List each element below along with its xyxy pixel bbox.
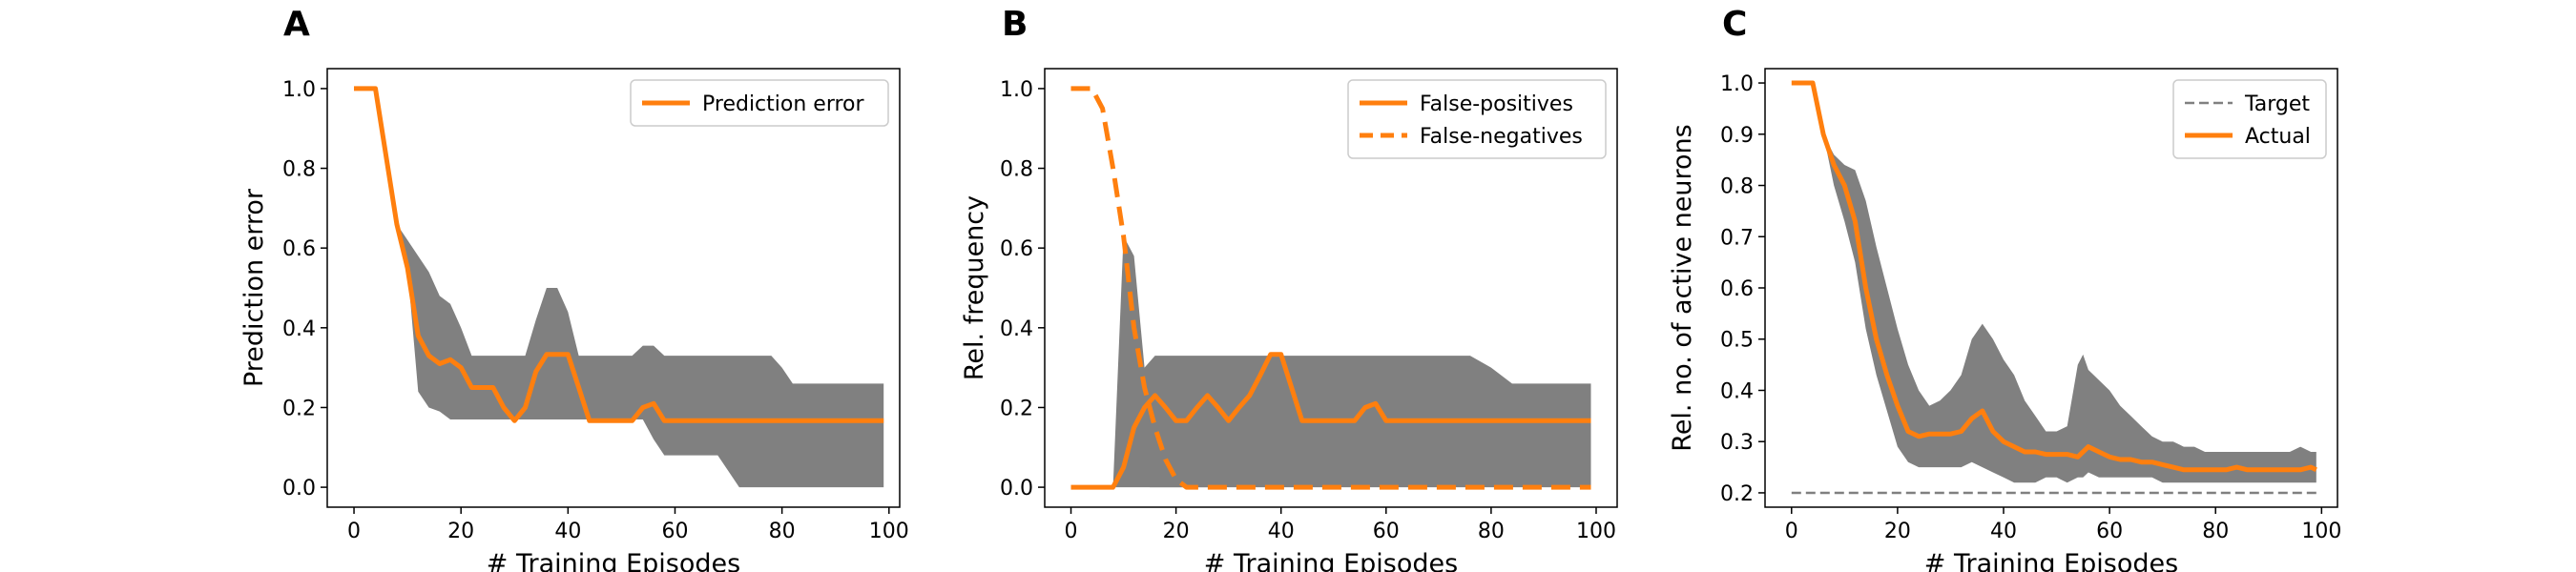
y-tick-label: 0.2 — [282, 397, 316, 420]
y-tick-label: 0.8 — [1000, 158, 1033, 182]
y-axis-label: Rel. frequency — [960, 195, 989, 380]
legend-box — [630, 79, 889, 127]
y-tick-label: 0.8 — [1720, 175, 1754, 199]
y-tick-label: 0.3 — [1720, 431, 1754, 455]
y-tick-label: 0.0 — [282, 477, 316, 500]
range-band — [354, 88, 884, 488]
x-tick-label: 60 — [1373, 520, 1400, 543]
x-tick-label: 80 — [2202, 520, 2229, 543]
x-tick-label: 40 — [1990, 520, 2017, 543]
panel-letter: C — [1722, 5, 1747, 44]
panel-letter: B — [1002, 5, 1028, 44]
x-tick-label: 40 — [554, 520, 581, 543]
series-line — [354, 86, 884, 423]
x-tick-label: 60 — [661, 520, 688, 543]
panel-letter: A — [283, 5, 310, 44]
x-tick-label: 0 — [1785, 520, 1798, 543]
y-tick-label: 0.6 — [1000, 237, 1033, 261]
x-tick-label: 100 — [2301, 520, 2341, 543]
legend-box — [2172, 79, 2327, 159]
y-tick-label: 0.2 — [1720, 482, 1754, 506]
legend: Target Actual — [2172, 79, 2327, 159]
legend-entry: Actual — [2245, 125, 2311, 149]
x-tick-label: 40 — [1268, 520, 1295, 543]
plot-area — [1791, 80, 2317, 495]
legend-entry: Prediction error — [702, 92, 864, 116]
x-tick-label: 100 — [869, 520, 909, 543]
y-tick-label: 0.4 — [1000, 317, 1033, 341]
legend-box — [1347, 79, 1607, 159]
x-tick-label: 0 — [347, 520, 361, 543]
x-tick-label: 100 — [1576, 520, 1616, 543]
range-band — [1150, 419, 1350, 488]
axes-frame — [326, 68, 901, 508]
series-line — [1070, 352, 1591, 490]
y-tick-label: 0.7 — [1720, 226, 1754, 250]
y-tick-label: 1.0 — [1000, 78, 1033, 102]
y-tick-label: 0.8 — [282, 158, 316, 182]
plot-area — [1070, 86, 1591, 490]
series-line — [1791, 80, 2317, 473]
y-tick-label: 0.2 — [1000, 397, 1033, 420]
y-tick-label: 0.0 — [1000, 477, 1033, 500]
series-line — [1070, 86, 1591, 490]
y-tick-label: 0.6 — [1720, 277, 1754, 301]
x-tick-label: 20 — [447, 520, 474, 543]
x-tick-label: 80 — [1478, 520, 1505, 543]
axes-frame — [1044, 68, 1618, 508]
range-band — [1070, 235, 1591, 488]
y-tick-label: 0.5 — [1720, 329, 1754, 353]
legend: False-positives False-negatives — [1347, 79, 1607, 159]
x-axis-label: # Training Episodes — [1924, 549, 2178, 572]
x-tick-label: 0 — [1065, 520, 1078, 543]
y-tick-label: 0.4 — [282, 317, 316, 341]
y-tick-label: 0.4 — [1720, 379, 1754, 403]
x-tick-label: 60 — [2096, 520, 2123, 543]
y-tick-label: 0.6 — [282, 237, 316, 261]
legend-entry: False-negatives — [1420, 125, 1583, 149]
panel-c: 0 20 40 60 80 100 0.2 0.3 0.4 0.5 0.6 0.7 0.8 0.9 1.0 #… — [1668, 5, 2341, 572]
y-axis-label: Prediction error — [239, 188, 269, 387]
panel-a: 0 20 40 60 80 100 0.0 0.2 0.4 0.6 0.8 1.0 # Training… — [239, 5, 909, 572]
x-tick-label: 80 — [769, 520, 796, 543]
legend: Prediction error — [630, 79, 889, 127]
panel-b: 0 20 40 60 80 100 0.0 0.2 0.4 0.6 0.8 1.0 # Training… — [960, 5, 1618, 572]
y-tick-label: 1.0 — [1720, 72, 1754, 96]
y-tick-label: 0.9 — [1720, 124, 1754, 148]
x-axis-label: # Training Episodes — [1204, 549, 1458, 572]
x-tick-label: 20 — [1884, 520, 1911, 543]
legend-entry: Target — [2244, 92, 2310, 116]
x-tick-label: 20 — [1163, 520, 1190, 543]
y-axis-label: Rel. no. of active neurons — [1668, 124, 1697, 451]
y-tick-label: 1.0 — [282, 78, 316, 102]
x-axis-label: # Training Episodes — [487, 549, 740, 572]
plot-area — [354, 86, 884, 488]
legend-entry: False-positives — [1420, 92, 1573, 116]
